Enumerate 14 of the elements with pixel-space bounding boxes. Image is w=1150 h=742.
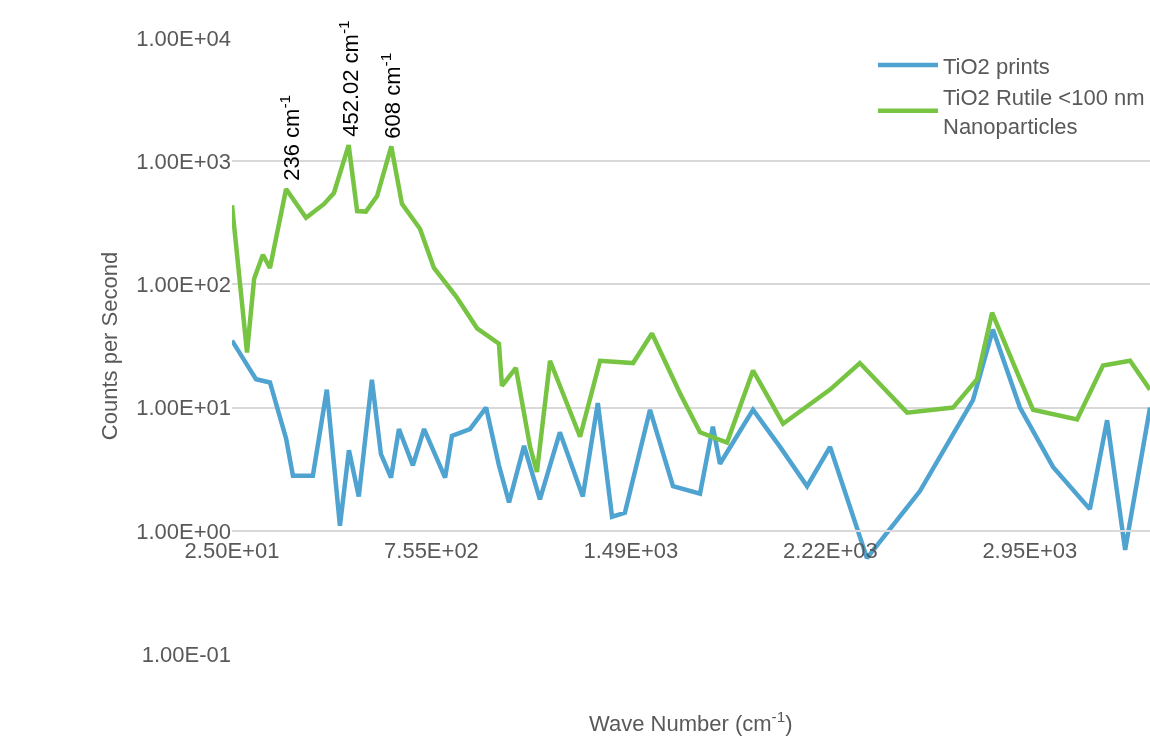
y-tick-label: 1.00E-01	[141, 641, 231, 667]
x-tick-label: 1.49E+03	[583, 537, 679, 563]
y-axis-title: Counts per Second	[96, 251, 122, 441]
y-tick-label: 1.00E+03	[136, 148, 231, 174]
y-tick-label: 1.00E+00	[136, 518, 231, 544]
legend-label: TiO2 prints	[943, 53, 1050, 79]
x-axis-title: Wave Number (cm$^{-1}$)	[589, 708, 793, 737]
y-tick-label: 1.00E+01	[136, 395, 231, 421]
x-tick-label: 2.95E+03	[982, 537, 1078, 563]
y-tick-label: 1.00E+04	[136, 25, 231, 51]
legend-label: TiO2 Rutile <100 nm Nanoparticles	[943, 85, 1145, 139]
x-tick-label: 7.55E+02	[384, 537, 479, 563]
y-tick-label: 1.00E+02	[136, 272, 231, 298]
line-series	[232, 142, 1150, 475]
